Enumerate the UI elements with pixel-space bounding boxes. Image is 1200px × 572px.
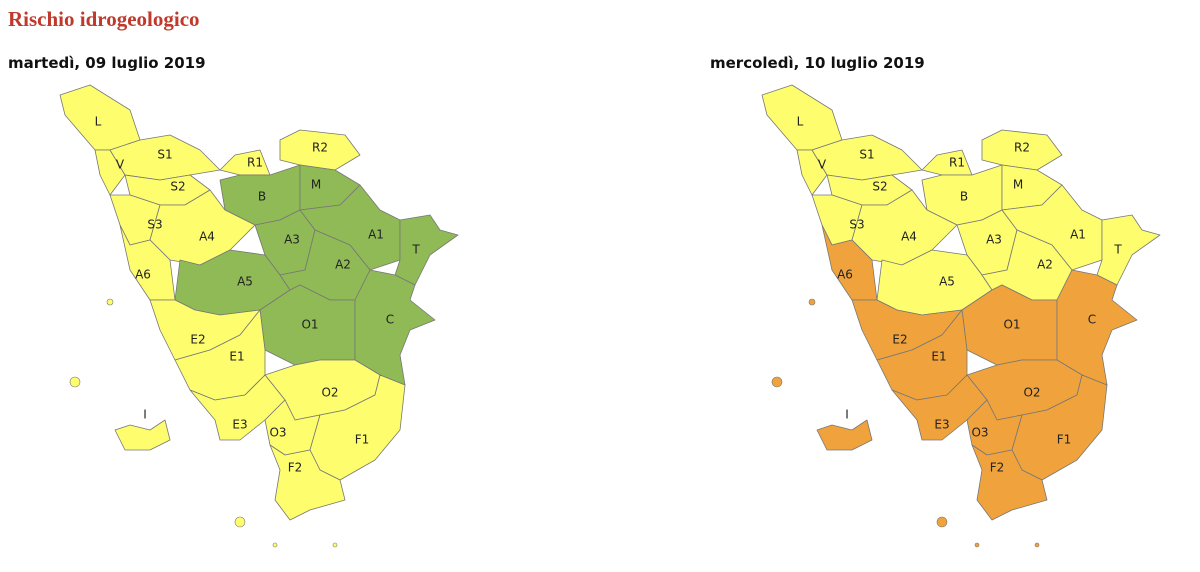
page-title: Rischio idrogeologico [8, 7, 200, 31]
zone-label: S3 [147, 218, 162, 232]
zone-label: M [311, 178, 321, 192]
zone-label: T [411, 243, 420, 257]
zone [119, 224, 176, 301]
island [974, 542, 980, 548]
zone [821, 224, 878, 301]
zone-label: S1 [157, 148, 172, 162]
zone [971, 444, 1048, 521]
island [1034, 542, 1040, 548]
zone [1096, 214, 1161, 286]
zone-label: L [95, 115, 102, 129]
zone-label: O1 [1003, 318, 1020, 332]
island [808, 298, 816, 306]
zone-label: R1 [247, 156, 263, 170]
zone-label: B [258, 190, 266, 204]
zone [816, 419, 873, 451]
zone-label: R2 [1014, 141, 1030, 155]
zone-label: I [845, 408, 849, 422]
zone-label: A3 [284, 233, 300, 247]
zone-label: A5 [939, 275, 955, 289]
zone-label: E2 [892, 333, 907, 347]
zone [269, 444, 346, 521]
zone-label: O3 [971, 426, 988, 440]
zone-label: S1 [859, 148, 874, 162]
zone-label: A2 [335, 258, 351, 272]
zone-label: L [797, 115, 804, 129]
zone-label: S2 [170, 180, 185, 194]
zone-label: A1 [368, 228, 384, 242]
island [936, 516, 948, 528]
zone-label: A6 [837, 268, 853, 282]
zone-label: C [386, 313, 394, 327]
zone [279, 129, 361, 171]
zone-label: I [143, 408, 147, 422]
zone [1001, 184, 1103, 271]
zone-label: O2 [321, 386, 338, 400]
zone-label: A3 [986, 233, 1002, 247]
zone-label: E1 [229, 350, 244, 364]
zone-label: A1 [1070, 228, 1086, 242]
island [234, 516, 246, 528]
zone-label: R2 [312, 141, 328, 155]
zone-label: T [1113, 243, 1122, 257]
zone-label: F2 [288, 461, 303, 475]
zone-label: O1 [301, 318, 318, 332]
zone [94, 149, 126, 196]
island [332, 542, 338, 548]
zone-label: V [116, 158, 125, 172]
zone [796, 149, 828, 196]
zone-label: E3 [934, 418, 949, 432]
zone-label: A4 [901, 230, 917, 244]
zone-label: M [1013, 178, 1023, 192]
zone-label: O3 [269, 426, 286, 440]
zone [299, 184, 401, 271]
island [771, 376, 783, 388]
zone-label: R1 [949, 156, 965, 170]
zone-label: F2 [990, 461, 1005, 475]
zone-label: A5 [237, 275, 253, 289]
island [69, 376, 81, 388]
zone-label: E3 [232, 418, 247, 432]
zone-label: S3 [849, 218, 864, 232]
zone [921, 149, 973, 176]
map-date: martedì, 09 luglio 2019 [8, 54, 206, 72]
island [272, 542, 278, 548]
zone-label: F1 [355, 433, 370, 447]
zone-label: A6 [135, 268, 151, 282]
zone-label: E2 [190, 333, 205, 347]
zone-label: O2 [1023, 386, 1040, 400]
island [106, 298, 114, 306]
zone-label: B [960, 190, 968, 204]
zone-label: A2 [1037, 258, 1053, 272]
zone-label: S2 [872, 180, 887, 194]
zone [981, 129, 1063, 171]
zone [219, 149, 271, 176]
map-date: mercoledì, 10 luglio 2019 [710, 54, 925, 72]
zone-label: E1 [931, 350, 946, 364]
zone-label: V [818, 158, 827, 172]
zone-label: C [1088, 313, 1096, 327]
zone-label: F1 [1057, 433, 1072, 447]
zone [114, 419, 171, 451]
zone-label: A4 [199, 230, 215, 244]
zone [394, 214, 459, 286]
